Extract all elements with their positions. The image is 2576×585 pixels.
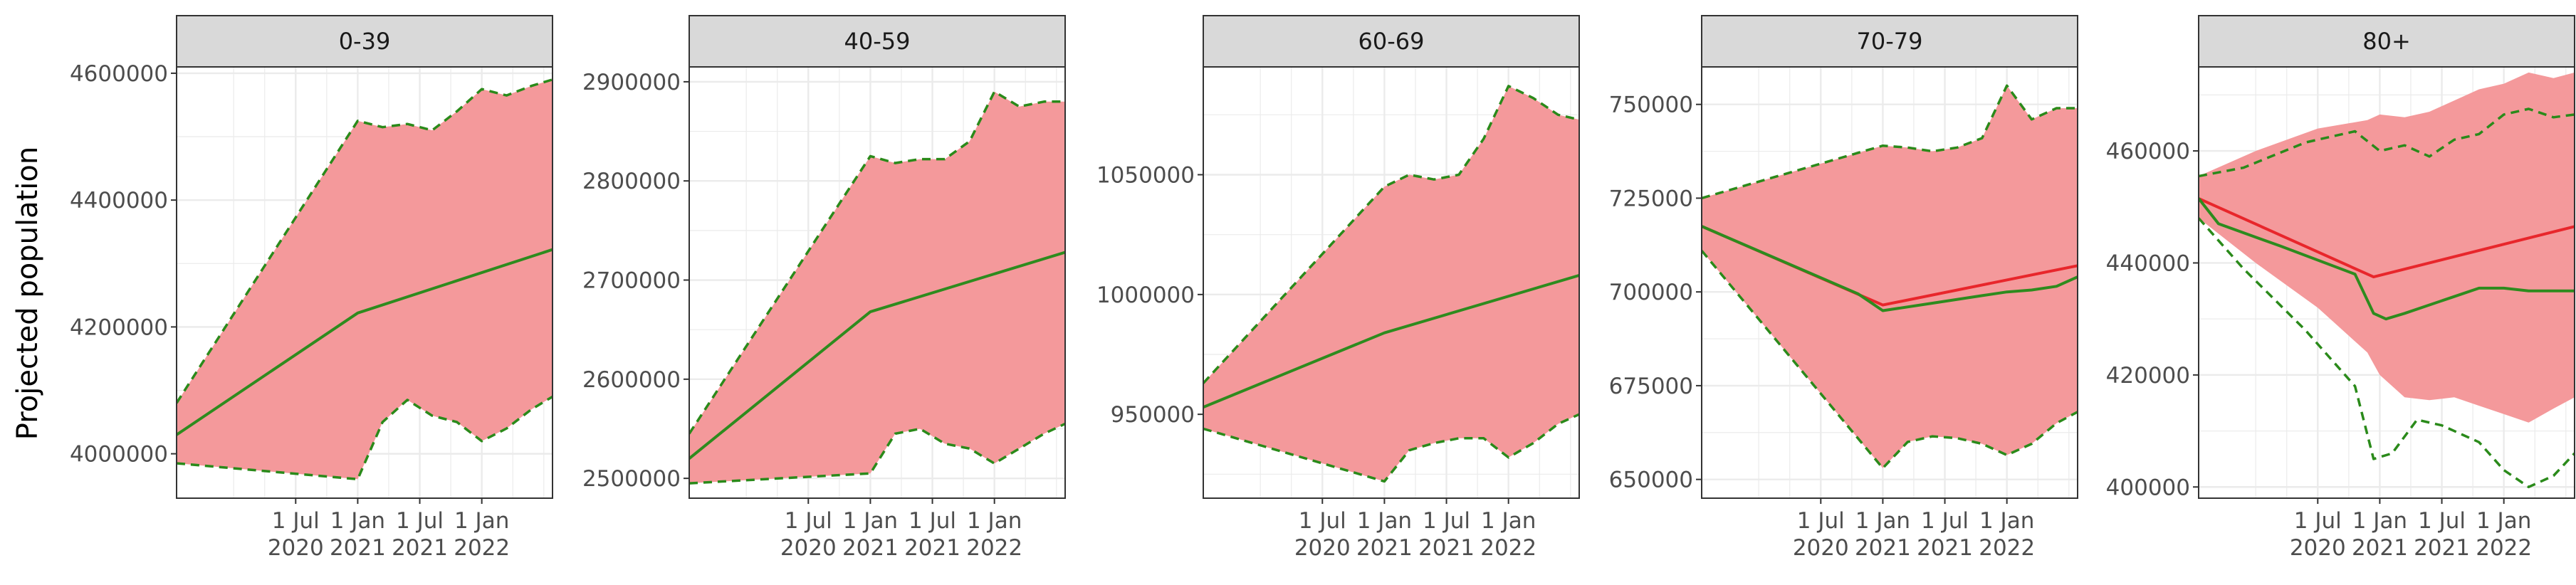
x-tick-label: 1 Jan 2022 <box>454 508 510 561</box>
bound-line-dashed <box>2199 217 2575 489</box>
y-tick-label: 1050000 <box>1096 163 1195 189</box>
uncertainty-ribbon <box>177 79 553 480</box>
panel-border <box>688 66 1066 499</box>
y-tick-label: 1000000 <box>1096 283 1195 308</box>
series-line <box>2199 197 2575 279</box>
x-tick-label: 1 Jul 2020 <box>1793 508 1849 561</box>
panel-border <box>1203 66 1580 499</box>
x-tick-label: 1 Jul 2021 <box>1917 508 1973 561</box>
facet-title: 60-69 <box>1358 28 1425 55</box>
series-line <box>177 248 553 436</box>
x-tick-label: 1 Jan 2021 <box>842 508 899 561</box>
bound-line-dashed <box>177 395 553 481</box>
facet-strip <box>688 15 1066 68</box>
uncertainty-ribbon <box>689 91 1065 484</box>
bound-line-dashed <box>1203 85 1579 384</box>
x-tick-label: 1 Jan 2021 <box>1855 508 1911 561</box>
bound-line-dashed <box>1702 250 2078 470</box>
panel-border <box>176 66 553 499</box>
y-tick-label: 750000 <box>1609 93 1693 118</box>
facet-title: 80+ <box>2362 28 2411 55</box>
bound-line-dashed <box>2199 107 2575 178</box>
y-tick-label: 950000 <box>1111 402 1195 428</box>
panel-2: 40-59 2500000 2600000 2700000 2800000 2900000… <box>582 15 1066 561</box>
x-tick-label: 1 Jan 2022 <box>966 508 1022 561</box>
uncertainty-ribbon <box>2199 72 2575 423</box>
facet-title: 0-39 <box>339 28 391 55</box>
x-tick-label: 1 Jul 2021 <box>2414 508 2470 561</box>
y-tick-label: 650000 <box>1609 468 1693 493</box>
x-tick-label: 1 Jan 2022 <box>1979 508 2035 561</box>
x-tick-label: 1 Jul 2020 <box>268 508 324 561</box>
series-line <box>1203 273 1579 409</box>
bound-line-dashed <box>689 422 1065 485</box>
series-line <box>2199 197 2575 321</box>
y-tick-label: 2500000 <box>582 466 681 492</box>
facet-strip <box>1203 15 1580 68</box>
x-tick-label: 1 Jan 2022 <box>2476 508 2532 561</box>
x-tick-label: 1 Jan 2021 <box>1356 508 1413 561</box>
facet-strip <box>2198 15 2575 68</box>
x-tick-label: 1 Jul 2021 <box>392 508 448 561</box>
panel-4: 70-79 650000 675000 700000 725000 750000 1 Jul… <box>1609 15 2078 561</box>
y-tick-label: 2700000 <box>582 268 681 294</box>
series-line <box>689 251 1065 460</box>
panel-border <box>1701 66 2078 499</box>
bound-line-dashed <box>1702 84 2078 200</box>
y-tick-label: 440000 <box>2106 251 2190 276</box>
x-tick-label: 1 Jul 2021 <box>904 508 960 561</box>
y-tick-label: 700000 <box>1609 280 1693 305</box>
y-tick-label: 4400000 <box>70 188 168 214</box>
y-tick-label: 4200000 <box>70 315 168 340</box>
y-tick-label: 725000 <box>1609 186 1693 211</box>
facet-title: 70-79 <box>1857 28 1923 55</box>
bound-line-dashed <box>689 90 1065 435</box>
panel-1: 0-39 4000000 4200000 4400000 4600000 1 Jul 202… <box>70 15 553 561</box>
y-tick-label: 675000 <box>1609 374 1693 399</box>
x-tick-label: 1 Jan 2021 <box>2352 508 2408 561</box>
x-tick-label: 1 Jul 2020 <box>780 508 837 561</box>
y-axis-label: Projected population <box>11 147 44 440</box>
facet-title: 40-59 <box>844 28 911 55</box>
facet-strip <box>176 15 553 68</box>
x-tick-label: 1 Jul 2021 <box>1418 508 1475 561</box>
uncertainty-ribbon <box>1702 85 2078 468</box>
panel-border <box>2198 66 2575 499</box>
bound-line-dashed <box>177 78 553 404</box>
x-tick-label: 1 Jul 2020 <box>1294 508 1351 561</box>
y-tick-label: 2900000 <box>582 70 681 95</box>
facet-strip <box>1701 15 2078 68</box>
y-tick-label: 4600000 <box>70 61 168 87</box>
y-tick-label: 4000000 <box>70 442 168 468</box>
series-line <box>1702 225 2078 312</box>
y-tick-label: 2600000 <box>582 367 681 393</box>
uncertainty-ribbon <box>1203 85 1579 482</box>
x-tick-label: 1 Jan 2022 <box>1480 508 1536 561</box>
y-tick-label: 420000 <box>2106 363 2190 389</box>
bound-line-dashed <box>1203 413 1579 483</box>
y-tick-label: 460000 <box>2106 139 2190 164</box>
x-tick-label: 1 Jul 2020 <box>2290 508 2346 561</box>
y-tick-label: 400000 <box>2106 475 2190 500</box>
x-tick-label: 1 Jan 2021 <box>330 508 386 561</box>
y-tick-label: 2800000 <box>582 169 681 194</box>
